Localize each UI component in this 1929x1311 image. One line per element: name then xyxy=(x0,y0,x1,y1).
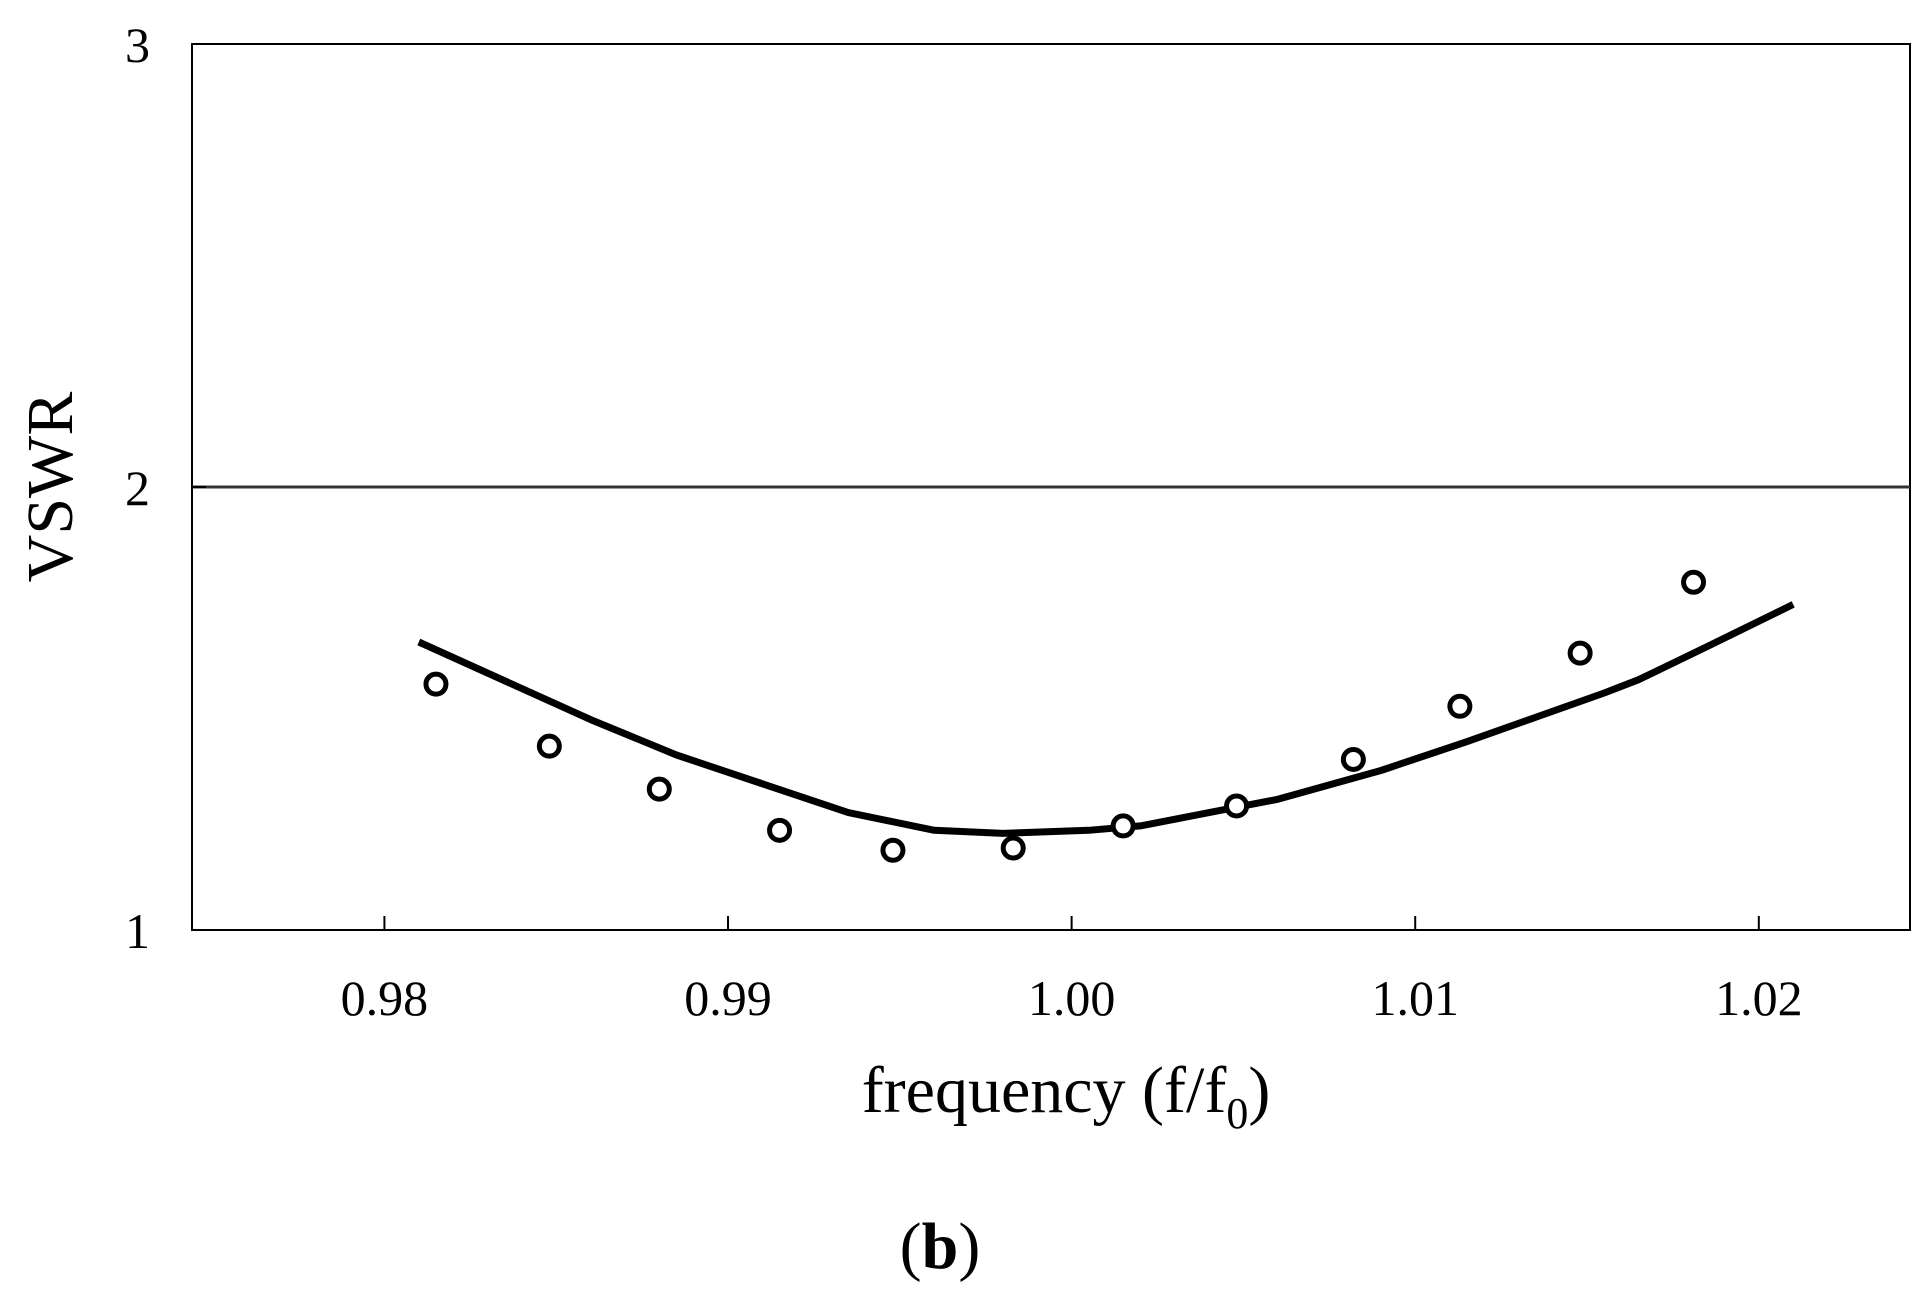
caption-letter: b xyxy=(922,1210,959,1283)
data-point-marker xyxy=(880,837,906,863)
data-point-marker xyxy=(536,733,562,759)
series-markers xyxy=(423,569,1707,863)
x-tick-label: 0.98 xyxy=(341,970,429,1026)
caption-open: ( xyxy=(900,1210,922,1283)
data-point-marker xyxy=(423,671,449,697)
caption-close: ) xyxy=(958,1210,980,1283)
y-tick-label: 1 xyxy=(125,903,150,959)
data-point-marker xyxy=(1567,640,1593,666)
data-point-marker xyxy=(1224,793,1250,819)
x-axis-label-subscript: 0 xyxy=(1226,1089,1248,1138)
series-line xyxy=(417,601,1795,837)
figure-caption: (b) xyxy=(900,1210,981,1283)
data-point-marker xyxy=(1000,835,1026,861)
x-tick-label: 0.99 xyxy=(684,970,772,1026)
x-axis-label-suffix: ) xyxy=(1248,1054,1270,1127)
y-tick-label: 2 xyxy=(125,460,150,516)
y-ticks: 1 2 3 xyxy=(125,17,206,959)
x-tick-label: 1.01 xyxy=(1371,970,1459,1026)
data-point-marker xyxy=(1681,569,1707,595)
y-axis-label: VSWR xyxy=(14,392,87,583)
x-ticks: 0.98 0.99 1.00 1.01 1.02 xyxy=(341,916,1803,1026)
x-axis-label-main: frequency (f/f xyxy=(862,1054,1227,1127)
data-point-marker xyxy=(1110,813,1136,839)
data-point-marker xyxy=(1340,746,1366,772)
data-point-marker xyxy=(767,817,793,843)
x-axis-label: frequency (f/f0) xyxy=(862,1054,1271,1138)
x-tick-label: 1.00 xyxy=(1028,970,1116,1026)
data-point-marker xyxy=(646,776,672,802)
x-tick-label: 1.02 xyxy=(1715,970,1803,1026)
data-point-marker xyxy=(1447,693,1473,719)
y-tick-label: 3 xyxy=(125,17,150,73)
